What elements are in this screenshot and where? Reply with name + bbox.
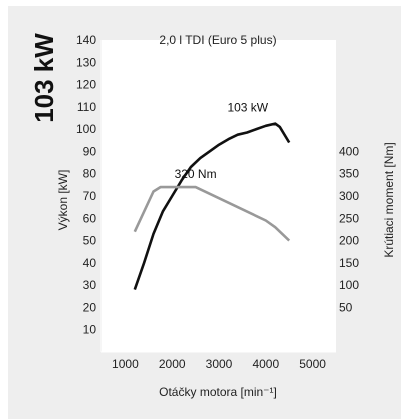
y-left-tick-label: 60: [83, 211, 97, 225]
y-right-tick-label: 250: [339, 211, 359, 225]
chart-title: 2,0 l TDI (Euro 5 plus): [159, 33, 276, 47]
y-right-tick-label: 400: [339, 144, 359, 158]
x-tick-label: 2000: [159, 357, 186, 371]
y-left-tick-label: 20: [83, 300, 97, 314]
y-right-tick-label: 150: [339, 256, 359, 270]
x-tick-label: 4000: [252, 357, 279, 371]
x-tick-label: 3000: [206, 357, 233, 371]
y-axis-right-title: Krútiaci moment [Nm]: [382, 142, 396, 257]
torque-curve: [133, 185, 291, 242]
y-left-tick-label: 90: [83, 144, 97, 158]
y-right-tick-label: 300: [339, 189, 359, 203]
power-curve: [133, 122, 291, 291]
y-right-tick-label: 200: [339, 234, 359, 248]
power-label: 103 kW: [227, 100, 268, 114]
series-lines: [133, 122, 291, 291]
series-labels: 103 kW 320 Nm: [175, 100, 269, 181]
y-axis-left-title: Výkon [kW]: [56, 170, 70, 231]
y-left-tick-label: 80: [83, 167, 97, 181]
y-axis-right-ticks: 50 100 150 200 250 300 350 400: [339, 144, 359, 314]
y-left-tick-label: 120: [76, 78, 96, 92]
torque-label: 320 Nm: [175, 167, 217, 181]
y-right-tick-label: 350: [339, 167, 359, 181]
x-tick-label: 1000: [112, 357, 139, 371]
power-rating-badge: 103 kW: [29, 33, 59, 123]
y-left-tick-label: 130: [76, 55, 96, 69]
y-left-tick-label: 100: [76, 122, 96, 136]
y-axis-left-ticks: 10 20 30 40 50 60 70 80 90 100 110 120 130 140: [76, 33, 96, 337]
y-left-tick-label: 10: [83, 323, 97, 337]
y-right-tick-label: 100: [339, 278, 359, 292]
x-tick-label: 5000: [299, 357, 326, 371]
y-left-tick-label: 110: [77, 100, 96, 114]
y-left-tick-label: 40: [83, 256, 97, 270]
y-left-tick-label: 70: [83, 189, 97, 203]
y-left-tick-label: 30: [83, 278, 97, 292]
y-right-tick-label: 50: [339, 300, 353, 314]
plot-area: [102, 40, 336, 352]
x-axis-ticks: 1000 2000 3000 4000 5000: [112, 357, 326, 371]
x-axis-title: Otáčky motora [min⁻¹]: [159, 385, 277, 399]
y-left-tick-label: 140: [76, 33, 96, 47]
y-left-tick-label: 50: [83, 234, 97, 248]
